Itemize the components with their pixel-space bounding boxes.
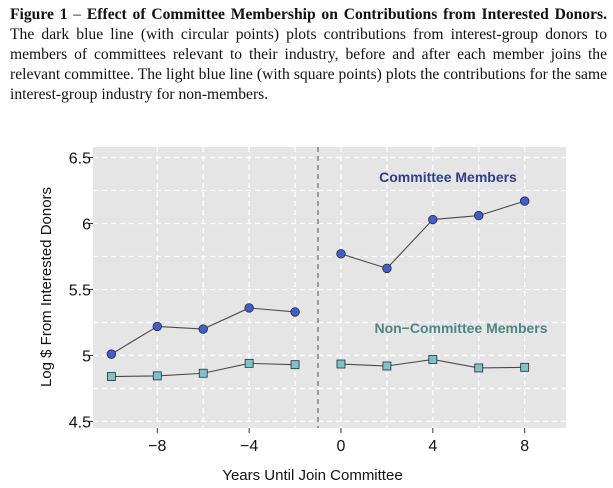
data-point-circle: [428, 214, 438, 225]
series-non-committee-members: [106, 354, 530, 381]
data-point-square: [290, 360, 300, 370]
x-tick-label: 0: [337, 438, 346, 455]
series-label: Non−Committee Members: [374, 320, 547, 336]
figure-label: Figure 1: [10, 6, 68, 23]
data-point-square: [198, 368, 208, 378]
data-point-circle: [106, 349, 117, 359]
y-axis-ticks: 4.5 5 5.5 6 6.5: [69, 151, 93, 431]
data-point-square: [106, 372, 116, 381]
y-axis-label: Log $ From Interested Donors: [38, 187, 55, 387]
y-tick-label: 6: [82, 217, 91, 234]
data-point-square: [520, 362, 530, 372]
x-axis-label: Years Until Join Committee: [222, 467, 402, 484]
y-tick-label: 4.5: [69, 414, 91, 431]
caption-text: The dark blue line (with circular points…: [10, 26, 607, 103]
x-tick-label: −8: [148, 438, 166, 455]
caption-separator: –: [67, 6, 87, 23]
data-point-circle: [519, 196, 530, 206]
grid-lines: [93, 147, 566, 428]
series-labels: Committee Members Non−Committee Members: [374, 169, 547, 336]
data-point-circle: [244, 303, 254, 313]
series-layer: [106, 196, 530, 381]
data-point-square: [474, 363, 484, 373]
y-tick-label: 5: [82, 348, 91, 365]
data-point-circle: [152, 321, 162, 332]
figure-caption: Figure 1 – Effect of Committee Membershi…: [10, 5, 607, 105]
data-point-circle: [290, 307, 300, 317]
series-committee-members: [106, 196, 530, 359]
series-label: Committee Members: [379, 169, 517, 185]
x-tick-label: 8: [520, 438, 529, 455]
data-point-circle: [336, 249, 346, 259]
y-tick-label: 6.5: [69, 151, 91, 168]
data-point-square: [244, 358, 254, 368]
data-point-square: [382, 361, 392, 371]
x-tick-label: −4: [240, 438, 258, 455]
x-axis-ticks: −8 −4 0 4 8: [148, 428, 529, 455]
data-point-circle: [198, 324, 208, 334]
data-point-square: [336, 359, 346, 369]
data-point-circle: [474, 210, 484, 221]
y-tick-label: 5.5: [69, 282, 91, 299]
plot-panel: [93, 147, 566, 428]
x-tick-label: 4: [428, 438, 437, 455]
data-point-square: [152, 371, 162, 381]
data-point-circle: [382, 263, 392, 274]
figure-title: Effect of Committee Membership on Contri…: [86, 6, 607, 23]
data-point-square: [428, 354, 438, 364]
